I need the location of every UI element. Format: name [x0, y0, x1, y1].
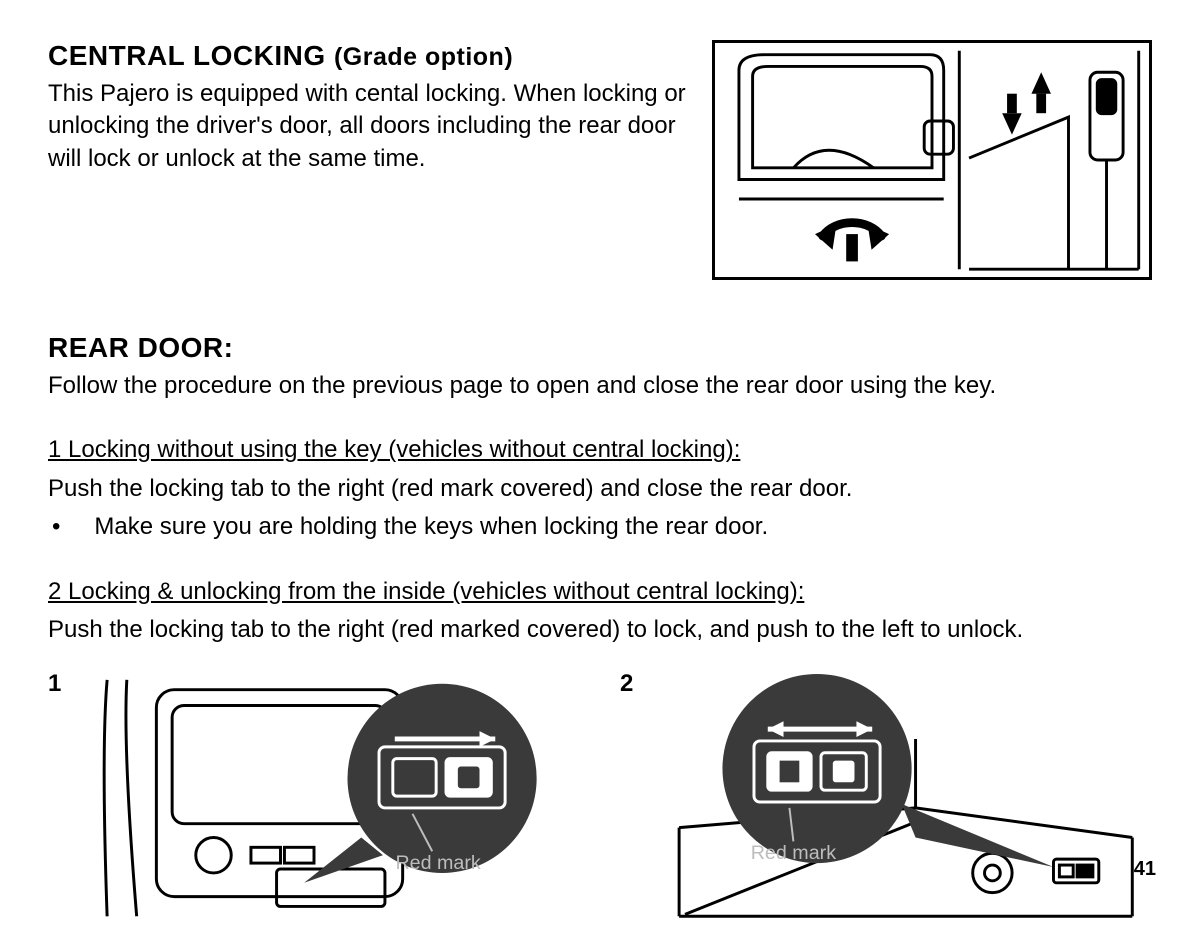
heading-text-main: CENTRAL LOCKING: [48, 40, 326, 71]
bullet-dot-icon: •: [52, 511, 60, 543]
figure-2-svg: Red mark: [620, 670, 1152, 926]
item2-body: Push the locking tab to the right (red m…: [48, 614, 1152, 646]
item1-bullet-row: • Make sure you are holding the keys whe…: [48, 511, 1152, 543]
heading-central-locking: CENTRAL LOCKING (Grade option): [48, 40, 688, 72]
figure-1-label: 1: [48, 670, 61, 698]
item1-heading: 1 Locking without using the key (vehicle…: [48, 434, 1152, 466]
heading-text-paren: (Grade option): [334, 43, 513, 71]
figure-1-callout: Red mark: [395, 852, 480, 874]
figure-1-svg: Red mark: [48, 670, 580, 926]
item1-bullet-text: Make sure you are holding the keys when …: [94, 511, 768, 543]
item1-body: Push the locking tab to the right (red m…: [48, 473, 1152, 505]
figure-2-callout: Red mark: [751, 842, 836, 864]
heading-rear-door: REAR DOOR:: [48, 332, 1152, 364]
figure-2: 2: [620, 670, 1152, 926]
figure-1: 1: [48, 670, 580, 926]
rear-door-lead: Follow the procedure on the previous pag…: [48, 370, 1152, 402]
item2-heading-text: 2 Locking & unlocking from the inside (v…: [48, 578, 804, 605]
item1-heading-text: 1 Locking without using the key (vehicle…: [48, 436, 740, 463]
central-locking-svg: [715, 43, 1149, 277]
figure-central-locking: [712, 40, 1152, 280]
figure-2-label: 2: [620, 670, 633, 698]
item2-heading: 2 Locking & unlocking from the inside (v…: [48, 576, 1152, 608]
page-number: 41: [1134, 858, 1156, 881]
central-locking-body: This Pajero is equipped with cental lock…: [48, 78, 688, 175]
